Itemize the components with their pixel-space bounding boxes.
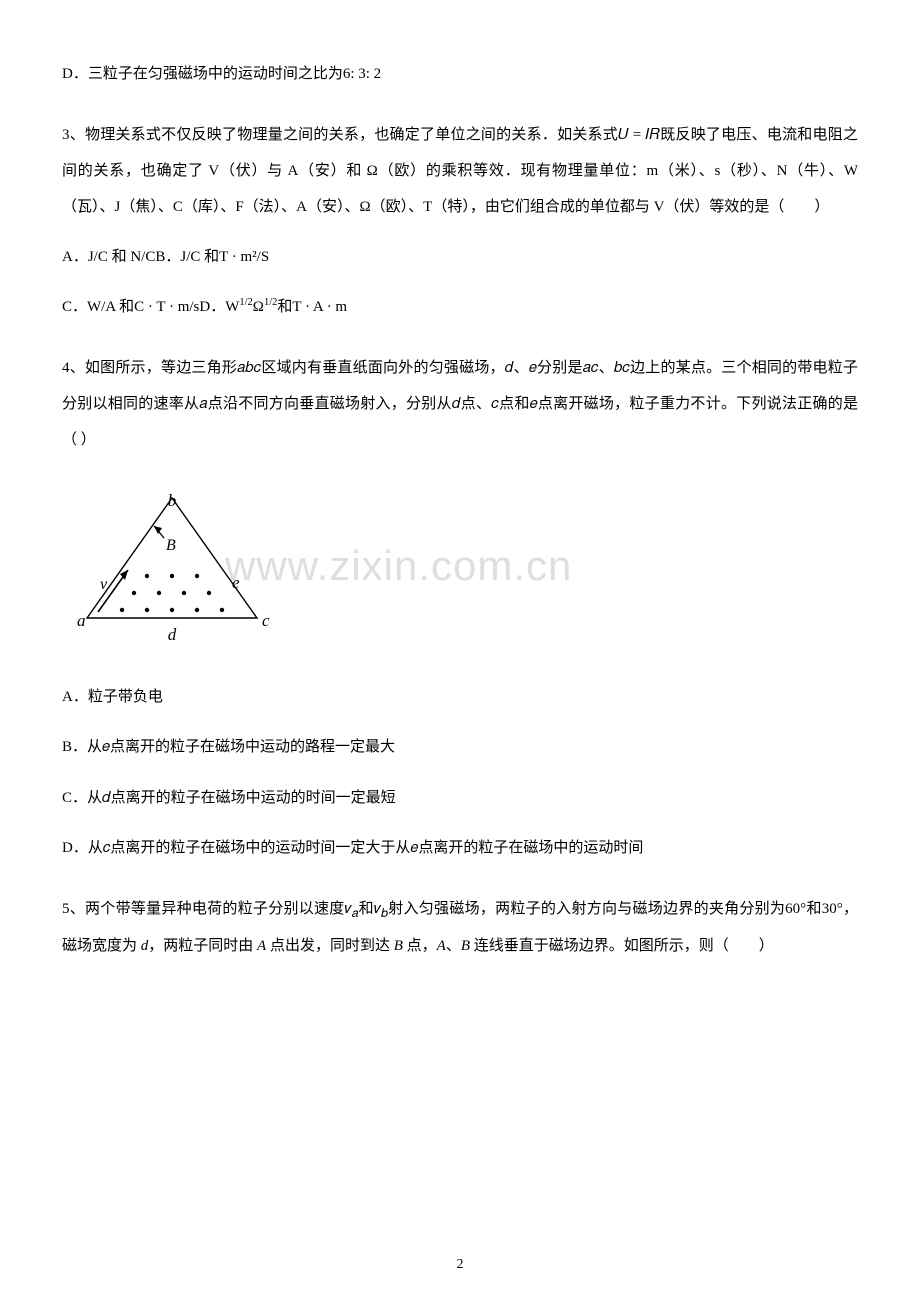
q5-stem: 5、两个带等量异种电荷的粒子分别以速度𝑣𝑎和𝑣𝑏射入匀强磁场，两粒子的入射方向与… bbox=[62, 891, 858, 964]
svg-text:b: b bbox=[168, 491, 177, 510]
q4-option-c: C．从𝑑点离开的粒子在磁场中运动的时间一定最短 bbox=[62, 784, 858, 813]
page-content: D．三粒子在匀强磁场中的运动时间之比为6: 3: 2 3、物理关系式不仅反映了物… bbox=[62, 60, 858, 964]
svg-text:a: a bbox=[77, 611, 86, 630]
q4-stem: 4、如图所示，等边三角形𝑎𝑏𝑐区域内有垂直纸面向外的匀强磁场，𝑑、𝑒分别是𝑎𝑐、… bbox=[62, 350, 858, 458]
q3-option-ab: A．J/C 和 N/CB．J/C 和T · m²/S bbox=[62, 243, 858, 272]
q3-stem: 3、物理关系式不仅反映了物理量之间的关系，也确定了单位之间的关系．如关系式𝑈 =… bbox=[62, 117, 858, 225]
q2-option-d: D．三粒子在匀强磁场中的运动时间之比为6: 3: 2 bbox=[62, 60, 858, 89]
svg-text:e: e bbox=[232, 573, 240, 592]
q4-option-b: B．从𝑒点离开的粒子在磁场中运动的路程一定最大 bbox=[62, 733, 858, 762]
page-number: 2 bbox=[457, 1257, 464, 1273]
svg-text:v: v bbox=[100, 576, 108, 593]
q4-option-d: D．从𝑐点离开的粒子在磁场中的运动时间一定大于从𝑒点离开的粒子在磁场中的运动时间 bbox=[62, 834, 858, 863]
triangle-diagram-svg: b a c d e Bv bbox=[72, 488, 282, 648]
q3-option-cd: C．W/A 和C · T · m/sD．W1/2Ω1/2和T · A · m bbox=[62, 293, 858, 322]
svg-text:d: d bbox=[168, 625, 177, 644]
svg-text:B: B bbox=[166, 537, 176, 554]
q4-option-a: A．粒子带负电 bbox=[62, 683, 858, 712]
q4-diagram: b a c d e Bv bbox=[72, 488, 858, 653]
svg-text:c: c bbox=[262, 611, 270, 630]
